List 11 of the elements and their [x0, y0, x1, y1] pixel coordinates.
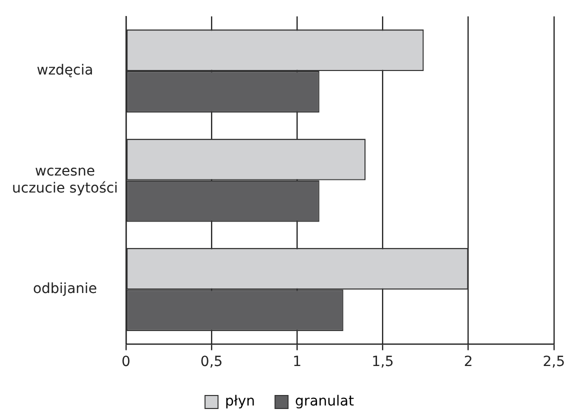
x-tick-label: 2,5 — [542, 354, 565, 370]
x-tick-label: 0 — [121, 354, 130, 370]
x-tick-label: 1 — [292, 354, 302, 370]
x-tick-label: 2 — [464, 354, 473, 370]
legend-label: płyn — [225, 394, 256, 410]
x-tick-label: 1,5 — [372, 354, 394, 370]
x-tick-label: 0,5 — [200, 354, 223, 370]
y-tick-label: wczesne uczucie sytości — [12, 164, 118, 196]
legend-label: granulat — [295, 394, 354, 410]
y-tick-label: odbijanie — [32, 281, 98, 298]
y-tick-label: wzdęcia — [36, 62, 94, 79]
